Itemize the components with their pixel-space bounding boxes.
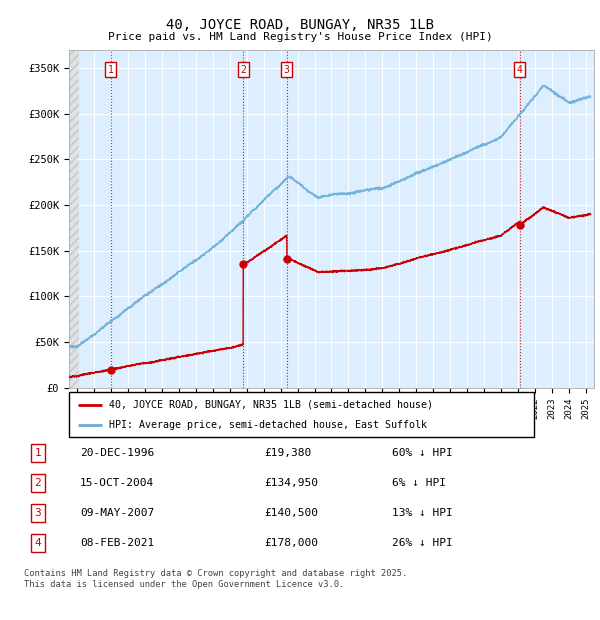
- Text: £140,500: £140,500: [264, 508, 318, 518]
- Text: 4: 4: [35, 538, 41, 547]
- Text: HPI: Average price, semi-detached house, East Suffolk: HPI: Average price, semi-detached house,…: [109, 420, 427, 430]
- Text: £19,380: £19,380: [264, 448, 311, 458]
- Text: 13% ↓ HPI: 13% ↓ HPI: [392, 508, 453, 518]
- Text: 40, JOYCE ROAD, BUNGAY, NR35 1LB: 40, JOYCE ROAD, BUNGAY, NR35 1LB: [166, 18, 434, 32]
- Text: 1: 1: [35, 448, 41, 458]
- Text: 2: 2: [35, 478, 41, 488]
- Text: 1: 1: [108, 64, 114, 74]
- Text: £134,950: £134,950: [264, 478, 318, 488]
- Text: £178,000: £178,000: [264, 538, 318, 547]
- Text: 3: 3: [35, 508, 41, 518]
- Text: 40, JOYCE ROAD, BUNGAY, NR35 1LB (semi-detached house): 40, JOYCE ROAD, BUNGAY, NR35 1LB (semi-d…: [109, 399, 433, 410]
- Text: 2: 2: [241, 64, 246, 74]
- Text: 4: 4: [517, 64, 523, 74]
- Text: Contains HM Land Registry data © Crown copyright and database right 2025.
This d: Contains HM Land Registry data © Crown c…: [24, 569, 407, 588]
- Text: Price paid vs. HM Land Registry's House Price Index (HPI): Price paid vs. HM Land Registry's House …: [107, 32, 493, 42]
- Text: 60% ↓ HPI: 60% ↓ HPI: [392, 448, 453, 458]
- Text: 15-OCT-2004: 15-OCT-2004: [80, 478, 154, 488]
- Text: 26% ↓ HPI: 26% ↓ HPI: [392, 538, 453, 547]
- Text: 08-FEB-2021: 08-FEB-2021: [80, 538, 154, 547]
- Text: 3: 3: [284, 64, 290, 74]
- Text: 6% ↓ HPI: 6% ↓ HPI: [392, 478, 446, 488]
- Text: 20-DEC-1996: 20-DEC-1996: [80, 448, 154, 458]
- Bar: [69, 50, 79, 388]
- Text: 09-MAY-2007: 09-MAY-2007: [80, 508, 154, 518]
